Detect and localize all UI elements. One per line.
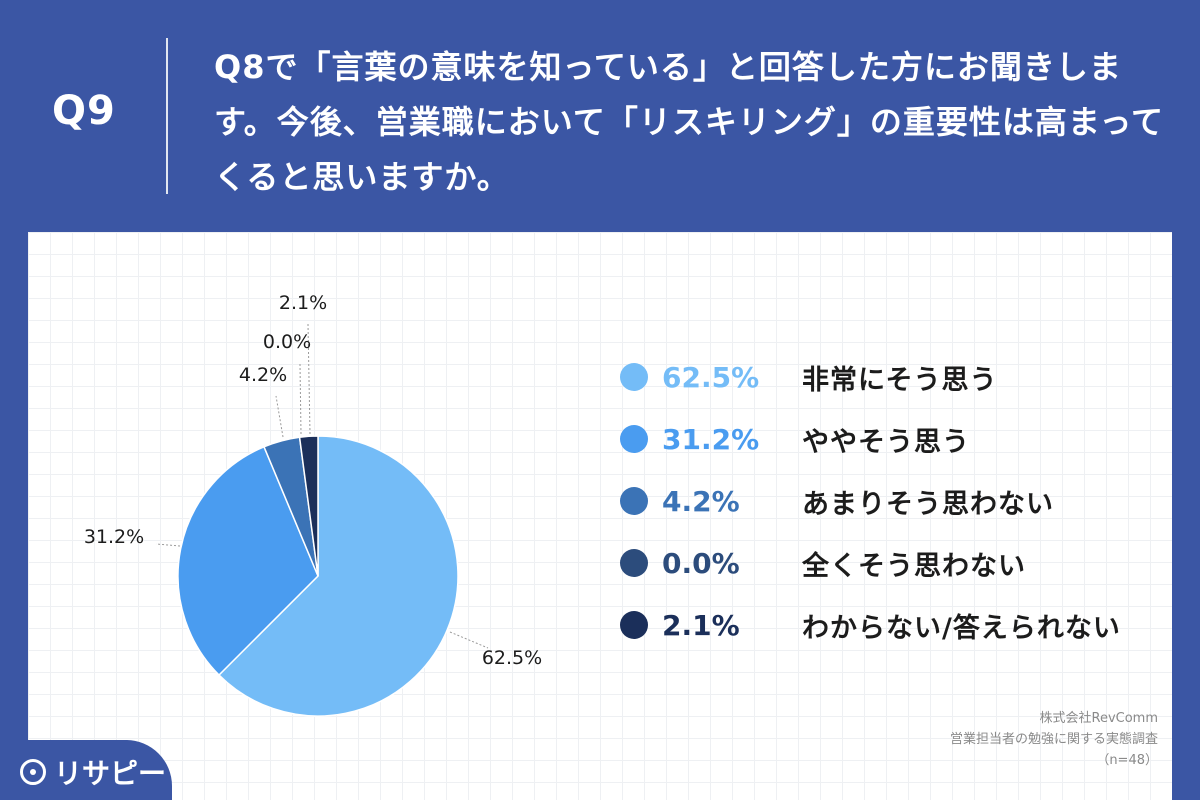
pie-slice [298, 435, 319, 577]
pie-leader-line [275, 395, 284, 438]
legend-value: 4.2% [662, 484, 740, 518]
legend-label: わからない/答えられない [802, 612, 1121, 644]
question-header: Q9 Q8で「言葉の意味を知っている」と回答した方にお聞きします。今後、営業職に… [0, 0, 1200, 232]
legend-swatch [620, 425, 648, 453]
legend-label: 全くそう思わない [802, 550, 1026, 582]
legend-item: 2.1% わからない/答えられない [620, 594, 1121, 656]
logo-pin-icon [20, 759, 46, 785]
pie-leader-line [299, 363, 302, 435]
pie-data-label: 2.1% [279, 292, 327, 314]
brand-logo: リサピー [20, 752, 166, 792]
legend-item: 4.2% あまりそう思わない [620, 470, 1121, 532]
pie-data-label: 31.2% [84, 526, 144, 548]
source-note: 株式会社RevComm 営業担当者の勉強に関する実態調査 （n=48） [950, 708, 1158, 771]
source-sample: （n=48） [1096, 753, 1158, 768]
legend-label: ややそう思う [802, 426, 970, 458]
legend-value: 62.5% [662, 360, 760, 394]
legend-label: 非常にそう思う [802, 364, 998, 396]
question-number: Q9 [52, 88, 116, 134]
header-divider [166, 38, 168, 194]
legend-item: 31.2% ややそう思う [620, 408, 1121, 470]
source-company: 株式会社RevComm [1039, 711, 1159, 726]
legend-value: 2.1% [662, 608, 740, 642]
pie-leader-line [155, 543, 181, 547]
legend: 62.5% 非常にそう思う 31.2% ややそう思う 4.2% あまりそう思わな… [620, 346, 1121, 656]
legend-swatch [620, 487, 648, 515]
pie-slice [217, 435, 459, 717]
source-survey: 営業担当者の勉強に関する実態調査 [949, 732, 1158, 747]
pie-data-label: 0.0% [263, 331, 311, 353]
legend-swatch [620, 611, 648, 639]
legend-swatch [620, 549, 648, 577]
pie-data-label: 62.5% [482, 647, 542, 669]
legend-item: 0.0% 全くそう思わない [620, 532, 1121, 594]
pie-leader-lines [155, 323, 489, 649]
legend-value: 0.0% [662, 546, 740, 580]
pie-slice [177, 445, 319, 677]
question-text: Q8で「言葉の意味を知っている」と回答した方にお聞きします。今後、営業職において… [214, 48, 1164, 196]
pie-labels: 62.5% 31.2% 4.2% 0.0% 2.1% [84, 292, 542, 669]
pie-data-label: 4.2% [239, 364, 287, 386]
legend-label: あまりそう思わない [802, 488, 1054, 520]
legend-swatch [620, 363, 648, 391]
legend-item: 62.5% 非常にそう思う [620, 346, 1121, 408]
pie-leader-line [449, 631, 489, 649]
pie-slices [177, 435, 459, 717]
logo-text: リサピー [54, 757, 167, 790]
legend-value: 31.2% [662, 422, 760, 456]
